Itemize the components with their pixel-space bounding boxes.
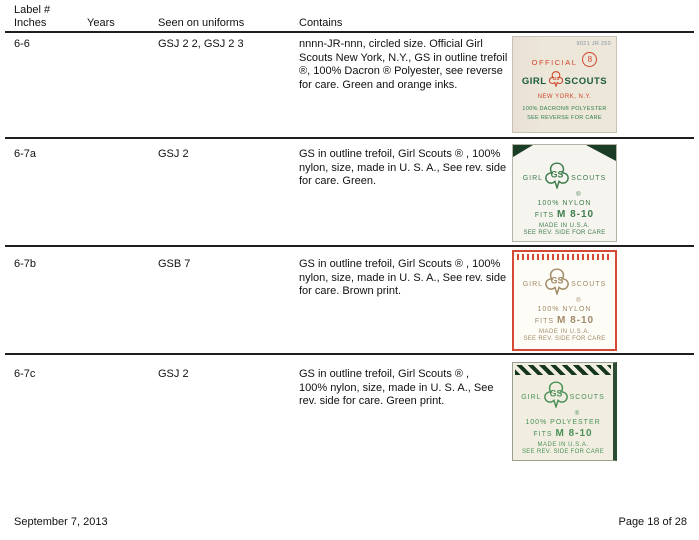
fits-text: FITS	[534, 318, 555, 325]
cell-label-inches: 6-7a	[14, 148, 37, 160]
header-label-number: Label #	[14, 4, 51, 16]
photo-material: 100% NYLON	[537, 306, 592, 313]
cell-label-inches: 6-7c	[14, 368, 36, 380]
photo-made-in: MADE IN U.S.A.	[538, 223, 590, 229]
zigzag-stitching	[515, 365, 611, 375]
scouts-text: SCOUTS	[571, 280, 607, 288]
fabric-corner	[513, 145, 533, 157]
registered-mark: ®	[574, 411, 580, 417]
svg-text:GS: GS	[549, 388, 562, 398]
row-divider	[5, 353, 694, 355]
circled-size: 8	[582, 52, 598, 67]
photo-material: 100% POLYESTER	[525, 419, 601, 426]
scouts-text: SCOUTS	[571, 174, 607, 182]
photo-city: NEW YORK, N.Y.	[537, 94, 592, 100]
fits-text: FITS	[533, 431, 553, 438]
header-divider	[5, 31, 694, 33]
registered-mark: ®	[576, 192, 581, 198]
fits-size: M 8-10	[555, 428, 593, 439]
official-text: OFFICIAL	[531, 58, 578, 67]
gs-trefoil-icon: GS	[545, 162, 569, 194]
fabric-corner	[586, 145, 616, 161]
photo-made-in: MADE IN U.S.A.	[537, 442, 589, 448]
row-divider	[5, 137, 694, 139]
photo-care: SEE REV. SIDE FOR CARE	[523, 230, 606, 236]
header-years: Years	[87, 17, 115, 29]
cell-contains: nnnn-JR-nnn, circled size. Official Girl…	[299, 38, 508, 91]
photo-care: SEE REV. SIDE FOR CARE	[521, 449, 605, 455]
scouts-text: SCOUTS	[564, 76, 608, 87]
label-photo: GIRL GS SCOUTS ® 100% POLYESTER FITS M 8…	[512, 362, 617, 461]
svg-text:GS: GS	[551, 169, 564, 179]
fits-size: M 8-10	[557, 315, 595, 326]
cell-contains: GS in outline trefoil, Girl Scouts ® , 1…	[299, 368, 494, 407]
row-divider	[5, 245, 694, 247]
scouts-text: SCOUTS	[569, 393, 605, 401]
label-photo: GIRL GS SCOUTS ® 100% NYLON FITS M 8-10 …	[512, 250, 617, 351]
cell-label-inches: 6-7b	[14, 258, 37, 270]
header-contains: Contains	[299, 17, 343, 29]
header-seen-on-uniforms: Seen on uniforms	[158, 17, 245, 29]
fits-size: M 8-10	[557, 209, 595, 220]
registered-mark: ®	[576, 298, 581, 304]
cell-seen-on: GSJ 2	[158, 148, 189, 160]
gs-trefoil-icon: GS	[543, 381, 568, 413]
gs-trefoil-icon: GS	[545, 268, 569, 300]
header-inches: Inches	[14, 17, 47, 29]
label-photo: GIRL GS SCOUTS ® 100% NYLON FITS M 8-10 …	[512, 144, 617, 242]
photo-material: 100% DACRON® POLYESTER	[522, 106, 607, 112]
cell-contains: GS in outline trefoil, Girl Scouts ® , 1…	[299, 258, 507, 297]
fits-text: FITS	[534, 212, 555, 219]
footer-page-number: Page 18 of 28	[618, 516, 687, 528]
girl-text: GIRL	[521, 393, 542, 401]
girl-text: GIRL	[522, 174, 544, 182]
gs-trefoil-icon: GS	[548, 71, 563, 92]
photo-lot-code: 9021 JR 250	[576, 41, 611, 47]
girl-text: GIRL	[521, 76, 547, 87]
footer-date: September 7, 2013	[14, 516, 108, 528]
cell-seen-on: GSB 7	[158, 258, 191, 270]
cell-label-inches: 6-6	[14, 38, 30, 50]
photo-care: SEE REV. SIDE FOR CARE	[523, 336, 606, 342]
photo-material: 100% NYLON	[537, 200, 592, 207]
svg-text:GS: GS	[552, 76, 560, 82]
cell-seen-on: GSJ 2	[158, 368, 189, 380]
photo-made-in: MADE IN U.S.A.	[538, 329, 590, 335]
svg-text:GS: GS	[551, 275, 564, 285]
girl-text: GIRL	[522, 280, 544, 288]
red-fringe	[517, 254, 612, 260]
cell-seen-on: GSJ 2 2, GSJ 2 3	[158, 38, 244, 50]
label-photo: 9021 JR 250 OFFICIAL 8 GIRL GS SCOUTS NE…	[512, 36, 617, 133]
cell-contains: GS in outline trefoil, Girl Scouts ® , 1…	[299, 148, 507, 187]
photo-care: SEE REVERSE FOR CARE	[527, 115, 602, 121]
